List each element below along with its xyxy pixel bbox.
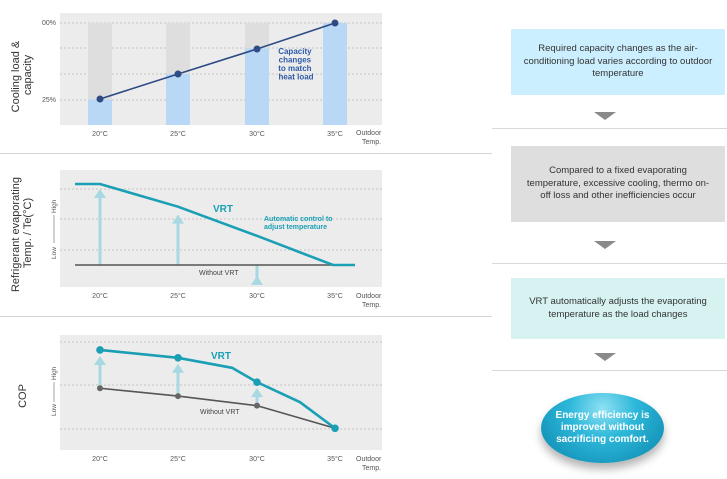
capacity-annotation: Capacity changes to match heat load (278, 47, 314, 82)
plot-background (60, 335, 382, 450)
x-axis-label: Outdoor Temp. (356, 456, 383, 472)
y-axis-label: COP (17, 384, 29, 408)
x-axis-label-line1: Outdoor (356, 456, 382, 463)
down-arrow-icon (594, 112, 616, 120)
step-3-box: VRT automatically adjusts the evaporatin… (511, 278, 725, 339)
x-tick-label: 25°C (170, 292, 186, 300)
y-axis-label: Refrigerant evaporating Temp. / Te(°C) (10, 174, 34, 292)
x-tick-label: 35°C (327, 130, 343, 138)
vrt-point (96, 346, 104, 354)
down-arrow-icon (594, 241, 616, 249)
badge-text: Energy efficiency is improved without sa… (555, 410, 650, 445)
step-3-text: VRT automatically adjusts the evaporatin… (529, 296, 707, 320)
y-tick-low: Low (51, 404, 58, 416)
x-axis-label-line2: Temp. (362, 465, 381, 472)
data-point (174, 70, 182, 78)
y-tick-high: High (51, 199, 58, 213)
energy-efficiency-badge: Energy efficiency is improved without sa… (541, 393, 664, 463)
down-arrow-icon (594, 353, 616, 361)
bar (88, 99, 112, 125)
x-axis-label-line1: Outdoor (356, 130, 382, 137)
y-axis-label: Cooling load & capacity (10, 38, 34, 113)
vrt-line (99, 348, 336, 430)
without-vrt-point (175, 393, 181, 400)
x-tick-label: 35°C (327, 292, 343, 300)
arrow-head-icon (94, 189, 106, 198)
vrt-label: VRT (211, 351, 231, 362)
divider (492, 128, 727, 129)
without-vrt-line (99, 387, 336, 430)
x-axis-label-line2: Temp. (362, 139, 381, 146)
x-tick-label: 20°C (92, 130, 108, 138)
cop-chart: COP High Low VRT Without VRT 20°C 25°C 30°… (17, 335, 383, 472)
x-tick-label: 30°C (249, 455, 265, 463)
divider (0, 153, 492, 154)
x-axis-label-line2: Temp. (362, 302, 381, 309)
without-vrt-point (254, 402, 260, 409)
capacity-chart: Cooling load & capacity 00% 25% Capacity… (10, 13, 383, 146)
vrt-line (75, 182, 355, 267)
without-vrt-point (97, 385, 103, 392)
bar (245, 48, 269, 125)
x-tick-label: 35°C (327, 455, 343, 463)
arrow-head-icon (172, 214, 184, 224)
divider (492, 370, 727, 371)
y-tick-low: Low (51, 247, 58, 259)
x-axis-label-line1: Outdoor (356, 293, 382, 300)
y-tick-high: High (51, 366, 58, 380)
x-tick-label: 30°C (249, 292, 265, 300)
divider (492, 263, 727, 264)
x-axis-label: Outdoor Temp. (356, 293, 383, 309)
arrow-head-icon (251, 388, 263, 398)
plot-background (60, 170, 382, 287)
evaporating-temp-chart: Refrigerant evaporating Temp. / Te(°C) H… (10, 170, 383, 309)
divider (0, 316, 492, 317)
x-tick-label: 25°C (170, 455, 186, 463)
x-tick-label: 20°C (92, 455, 108, 463)
vrt-point (331, 424, 339, 433)
x-tick-label: 20°C (92, 292, 108, 300)
automatic-control-annotation: Automatic control to adjust temperature (264, 216, 334, 231)
data-point (331, 19, 339, 27)
step-1-text: Required capacity changes as the air-con… (523, 43, 713, 80)
arrow-head-icon (94, 355, 106, 365)
step-2-text: Compared to a fixed evaporating temperat… (526, 165, 710, 202)
step-2-box: Compared to a fixed evaporating temperat… (511, 146, 725, 222)
without-vrt-label: Without VRT (200, 409, 240, 416)
bar (166, 74, 190, 125)
vrt-point (253, 378, 261, 386)
capacity-line (99, 22, 336, 100)
arrow-head-icon (172, 363, 184, 373)
step-1-box: Required capacity changes as the air-con… (511, 29, 725, 95)
x-tick-label: 25°C (170, 130, 186, 138)
x-axis-label: Outdoor Temp. (356, 130, 383, 146)
y-tick-bottom: 25% (42, 97, 56, 104)
without-vrt-label: Without VRT (199, 270, 239, 277)
vrt-point (174, 353, 182, 362)
y-tick-top: 00% (42, 20, 56, 27)
arrow-head-icon (251, 275, 263, 285)
data-point (253, 45, 261, 53)
vrt-label: VRT (213, 204, 233, 215)
x-tick-label: 30°C (249, 130, 265, 138)
data-point (96, 95, 104, 103)
bar (323, 23, 347, 125)
